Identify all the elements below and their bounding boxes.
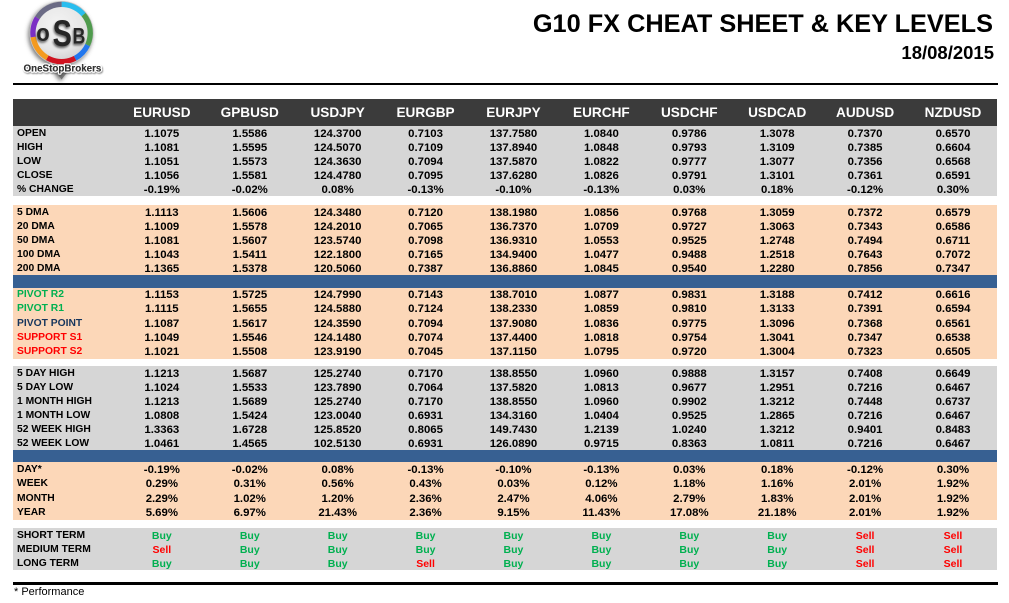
svg-text:o: o xyxy=(36,19,49,46)
svg-text:S: S xyxy=(53,14,72,55)
svg-text:OneStopBrokers: OneStopBrokers xyxy=(24,64,102,75)
svg-text:B: B xyxy=(73,25,86,49)
svg-text:OneStopBrokers: OneStopBrokers xyxy=(24,64,102,75)
